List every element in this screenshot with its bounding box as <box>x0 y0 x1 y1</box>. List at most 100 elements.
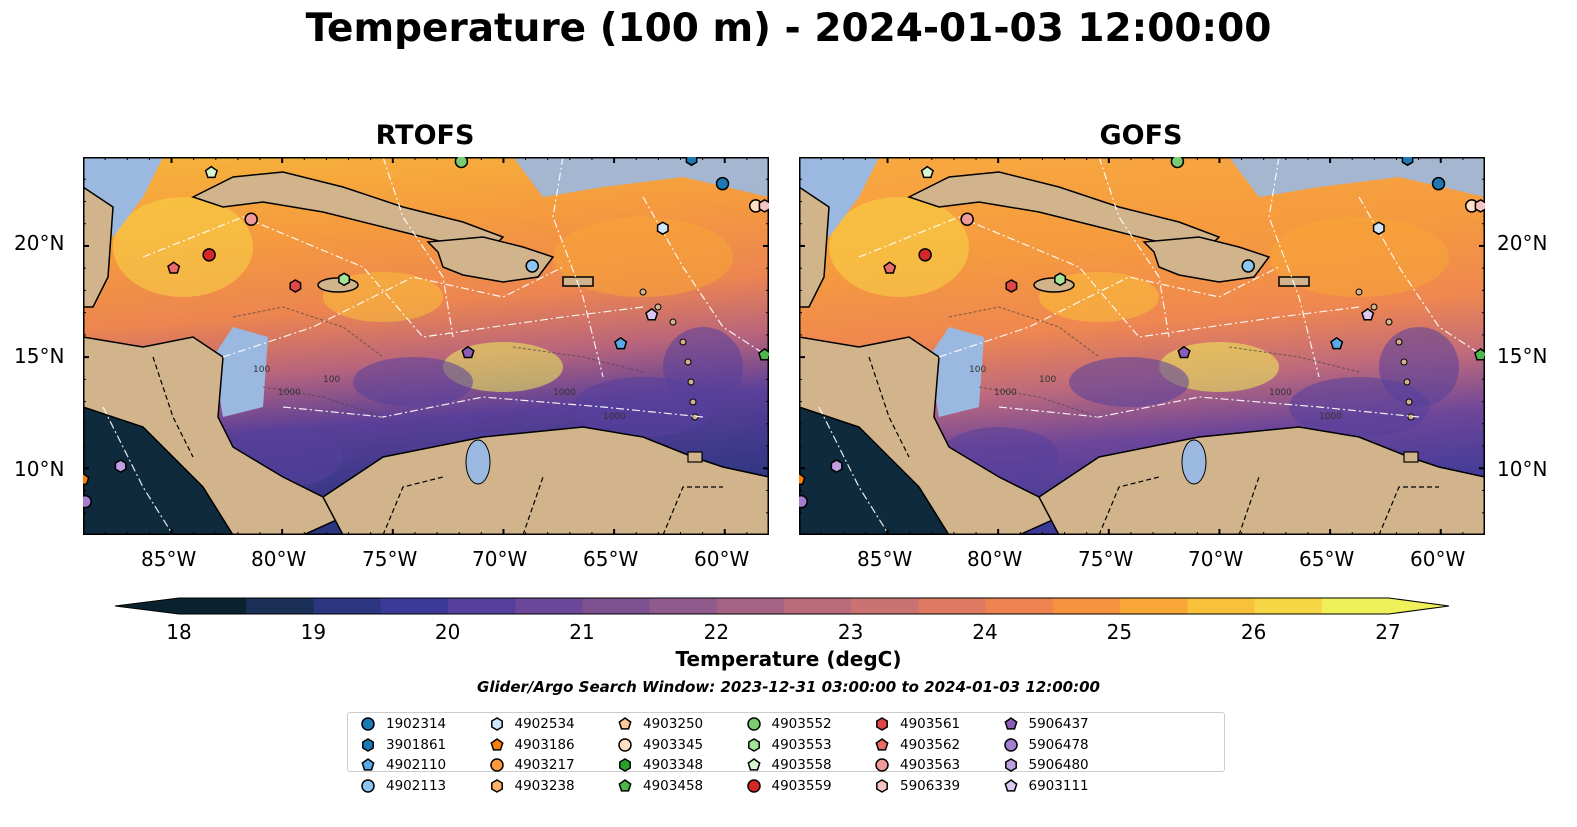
legend-label: 6903111 <box>1028 777 1089 794</box>
hexagon-marker-icon <box>490 717 503 731</box>
legend-label: 5906339 <box>900 777 961 794</box>
lesser-antilles-island <box>684 358 692 366</box>
float-marker-4903561 <box>1005 279 1018 293</box>
eez-boundary <box>998 396 1420 418</box>
map-panel-gofs[interactable]: 100 1000 1000 1000 100 <box>799 157 1485 535</box>
country-border <box>1378 486 1439 535</box>
lesser-antilles-island <box>679 338 687 346</box>
colorbar-extend-max <box>1389 598 1449 614</box>
country-border <box>382 476 444 535</box>
cool-water-patch <box>1379 327 1459 407</box>
legend-item: 4903552 <box>746 715 832 733</box>
lon-tick-label: 75°W <box>1078 547 1134 571</box>
lesser-antilles-island <box>1405 398 1413 406</box>
legend-item: 3901861 <box>360 736 446 754</box>
legend-item: 4903553 <box>746 736 832 754</box>
colorbar-tick-label: 23 <box>837 620 864 644</box>
eez-boundary <box>222 266 564 358</box>
puerto-rico-land <box>1278 276 1310 287</box>
colorbar-bin <box>380 598 449 614</box>
eez-boundary <box>938 266 1280 358</box>
hexagon-marker-icon <box>490 778 503 793</box>
legend-item: 4903563 <box>874 756 960 774</box>
lake-maracaibo <box>465 439 491 485</box>
country-border <box>662 486 723 535</box>
lat-tick-label: 10°N <box>1497 457 1548 481</box>
lon-tick-label: 65°W <box>1299 547 1355 571</box>
jamaica-land <box>317 277 359 293</box>
legend-label: 1902314 <box>386 716 447 732</box>
legend-label: 4902534 <box>514 716 575 732</box>
legend-item: 5906478 <box>1003 736 1089 754</box>
colorbar-tick-label: 22 <box>703 620 730 644</box>
lon-tick-label: 85°W <box>141 547 197 571</box>
hexagon-marker-icon <box>1004 758 1017 772</box>
warm-water-patch <box>1269 217 1449 297</box>
circle-marker-icon <box>618 737 632 752</box>
contour-label: 1000 <box>994 388 1017 398</box>
colorbar-outline <box>115 597 1450 615</box>
float-marker-4903558 <box>204 165 218 179</box>
colorbar-label: Temperature (degC) <box>675 647 902 671</box>
legend-item: 4903217 <box>489 756 575 774</box>
hispaniola-land <box>426 236 555 283</box>
legend-item: 4903559 <box>746 777 832 795</box>
yucatan-land <box>799 186 830 308</box>
lon-tick-label: 80°W <box>967 547 1023 571</box>
legend-label: 4903250 <box>643 716 704 732</box>
lon-tick-label: 80°W <box>251 547 307 571</box>
contour-label: 1000 <box>278 388 301 398</box>
legend-label: 5906437 <box>1028 716 1089 732</box>
contour-label: 100 <box>1039 375 1056 385</box>
circle-marker-icon <box>489 758 504 772</box>
pentagon-marker-icon <box>618 717 632 730</box>
lesser-antilles-island <box>687 378 695 386</box>
pentagon-marker-icon <box>875 737 889 751</box>
circle-marker-icon <box>746 717 761 731</box>
float-marker-3901861 <box>1401 157 1414 167</box>
eez-boundary <box>1358 196 1485 358</box>
legend-item: 4903186 <box>489 736 575 754</box>
colorbar-bin <box>1321 598 1390 614</box>
legend-label: 4903558 <box>771 757 832 773</box>
legend-label: 4903552 <box>771 716 832 732</box>
circle-marker-icon <box>1003 737 1018 752</box>
legend-item: 4903562 <box>874 736 960 754</box>
pentagon-marker-icon <box>1003 778 1018 792</box>
legend-label: 4903559 <box>771 777 832 794</box>
eez-boundary <box>142 216 644 338</box>
country-border <box>522 476 544 535</box>
lat-tick-label: 15°N <box>14 344 65 368</box>
lesser-antilles-island <box>1403 378 1411 386</box>
contour-label: 100 <box>253 365 270 375</box>
bathymetry-contour <box>232 306 384 358</box>
circle-marker-icon <box>361 778 375 793</box>
colorbar-bin <box>649 598 718 614</box>
legend-item: 4903250 <box>617 715 703 733</box>
hispaniola-land <box>1142 236 1271 283</box>
legend-item: 5906339 <box>874 777 960 795</box>
legend-item: 6903111 <box>1003 777 1089 795</box>
colorbar-tick-label: 24 <box>972 620 998 644</box>
colorbar-bin <box>1052 598 1121 614</box>
puerto-rico-land <box>562 276 594 287</box>
colorbar-bin <box>1120 598 1188 614</box>
float-marker-4903186 <box>83 472 90 486</box>
colorbar-tick-label: 25 <box>1106 620 1133 644</box>
shallow-water <box>929 327 984 417</box>
legend-item: 4902113 <box>360 777 446 795</box>
float-marker-4902534 <box>1372 221 1385 236</box>
shallow-water <box>1229 157 1485 197</box>
legend-label: 4903345 <box>643 736 704 753</box>
colorbar-tick-label: 18 <box>166 620 192 644</box>
float-marker-4902534 <box>656 221 669 236</box>
map-panel-rtofs[interactable]: 100 1000 1000 1000 100 <box>83 157 769 535</box>
legend-label: 3901861 <box>386 736 447 753</box>
hexagon-marker-icon <box>619 758 631 772</box>
colorbar-bin <box>985 598 1054 614</box>
lesser-antilles-island <box>1385 318 1393 326</box>
lesser-antilles-island <box>1395 338 1403 346</box>
float-marker-4902113 <box>1241 259 1255 273</box>
legend-item: 4903345 <box>617 736 703 754</box>
bathymetry-contour <box>262 386 384 418</box>
